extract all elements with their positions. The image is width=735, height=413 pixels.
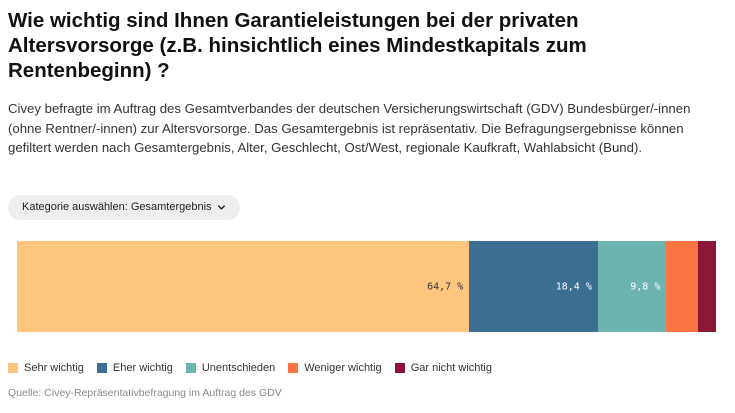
data-label-eher-wichtig: 18,4 % xyxy=(555,281,592,292)
data-label-unentschieden: 9,8 % xyxy=(630,281,661,292)
legend-label: Gar nicht wichtig xyxy=(410,362,492,374)
legend-item-weniger-wichtig[interactable]: Weniger wichtig xyxy=(288,362,382,374)
legend-item-sehr-wichtig[interactable]: Sehr wichtig xyxy=(8,362,84,374)
category-filter-button[interactable]: Kategorie auswählen: Gesamtergebnis xyxy=(8,195,240,220)
legend-swatch xyxy=(185,363,196,373)
legend-label: Eher wichtig xyxy=(112,362,173,374)
bar-segment-weniger-wichtig[interactable] xyxy=(666,241,698,332)
legend-swatch xyxy=(8,363,18,373)
legend-item-unentschieden[interactable]: Unentschieden xyxy=(185,362,276,374)
data-label-sehr-wichtig: 64,7 % xyxy=(427,281,464,292)
legend-item-gar-nicht-wichtig[interactable]: Gar nicht wichtig xyxy=(394,362,492,374)
bar-segment-sehr-wichtig[interactable]: 64,7 % xyxy=(17,241,470,332)
legend-item-eher-wichtig[interactable]: Eher wichtig xyxy=(96,362,173,374)
category-filter-label: Kategorie auswählen: Gesamtergebnis xyxy=(22,201,212,213)
chart-description: Civey befragte im Auftrag des Gesamtverb… xyxy=(8,101,691,155)
legend-swatch xyxy=(96,363,107,373)
bar-segment-eher-wichtig[interactable]: 18,4 % xyxy=(469,241,598,332)
stacked-bar: 64,7 % 18,4 % 9,8 % xyxy=(17,241,716,332)
bar-segment-unentschieden[interactable]: 9,8 % xyxy=(597,241,667,332)
legend-label: Sehr wichtig xyxy=(24,362,84,374)
legend-swatch xyxy=(288,363,299,373)
bar-segment-gar-nicht-wichtig[interactable] xyxy=(697,241,716,332)
chart-legend: Sehr wichtig Eher wichtig Unentschieden Wen… xyxy=(8,362,492,374)
chevron-down-icon xyxy=(217,205,225,210)
source-note: Quelle: Civey-Repräsentativbefragung im … xyxy=(8,387,282,399)
legend-label: Unentschieden xyxy=(201,362,276,374)
legend-label: Weniger wichtig xyxy=(304,362,382,374)
chart-title: Wie wichtig sind Ihnen Garantieleistunge… xyxy=(8,9,587,82)
legend-swatch xyxy=(394,363,405,373)
